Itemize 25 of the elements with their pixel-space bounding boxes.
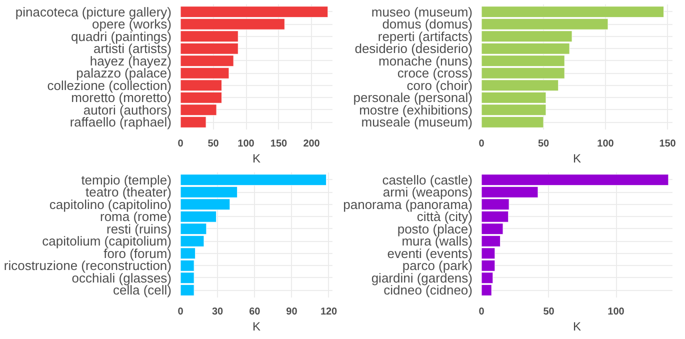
x-tick-label: 50 [543,306,555,318]
y-tick-label: castello (castle) [382,172,473,188]
x-tick-label: 100 [238,138,255,150]
x-tick-label: 150 [659,138,676,150]
x-axis-title: K [573,152,582,166]
x-axis-title: K [252,320,261,334]
x-tick-label: 50 [208,138,220,150]
y-tick-label: museo (museum) [371,4,473,20]
x-tick-label: 100 [597,138,614,150]
x-tick-label: 0 [478,306,485,318]
y-tick-label: pinacoteca (picture gallery) [15,4,172,20]
y-tick-label: tempio (temple) [81,172,172,188]
x-tick-label: 30 [212,306,224,318]
x-tick-label: 150 [270,138,288,150]
x-axis-title: K [573,320,582,334]
x-tick-label: 90 [286,306,298,318]
x-tick-label: 120 [320,306,338,318]
x-tick-label: 50 [538,138,550,150]
x-tick-label: 0 [478,138,485,150]
x-tick-label: 0 [178,138,184,150]
x-axis-title: K [252,152,261,166]
x-tick-label: 200 [303,138,320,150]
x-tick-label: 60 [249,306,261,318]
x-tick-label: 0 [178,306,184,318]
x-tick-label: 100 [608,306,625,318]
